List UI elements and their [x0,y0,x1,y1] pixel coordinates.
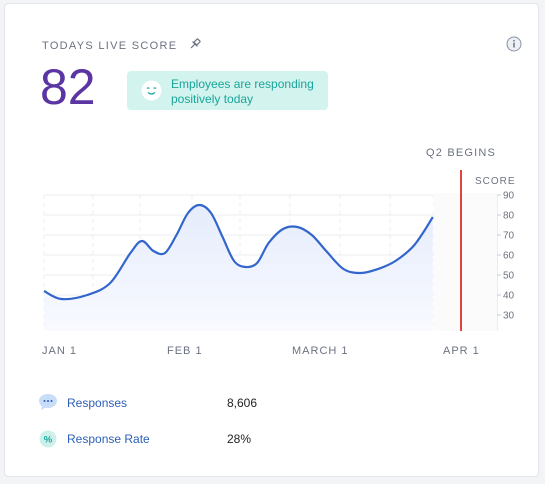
score-area [44,205,433,331]
y-tick-label: 60 [503,251,515,262]
response-rate-value: 28% [227,432,252,446]
x-tick-label: FEB 1 [167,345,203,357]
live-score-value: 82 [40,59,96,115]
sentiment-line-1: Employees are responding [171,77,314,91]
x-tick-label: MARCH 1 [292,345,349,357]
y-tick-label: 70 [503,231,515,242]
smiley-icon [141,80,162,101]
responses-label: Responses [67,396,128,410]
x-axis-ticks: JAN 1 FEB 1 MARCH 1 APR 1 [42,345,480,357]
response-rate-label: Response Rate [67,432,150,446]
info-icon[interactable] [506,36,522,52]
percent-icon: % [39,430,57,448]
score-line [43,203,434,301]
y-axis-ticks: 90 80 70 60 50 40 30 [497,191,515,322]
y-tick-label: 80 [503,211,515,222]
card-title: TODAYS LIVE SCORE [42,40,178,52]
x-tick-label: APR 1 [443,345,480,357]
q2-annotation: Q2 BEGINS [426,147,496,159]
y-tick-label: 30 [503,311,515,322]
chat-bubble-icon [39,394,57,410]
y-tick-label: 40 [503,291,515,302]
x-tick-label: JAN 1 [42,345,77,357]
svg-text:%: % [44,435,53,446]
pin-icon[interactable] [188,37,202,51]
y-axis-title: SCORE [475,176,516,187]
sentiment-message: Employees are responding positively toda… [171,77,321,107]
q2-region [434,193,497,331]
responses-value: 8,606 [227,396,258,410]
sentiment-badge: Employees are responding positively toda… [127,71,328,110]
sentiment-line-2: positively today [171,92,254,106]
y-tick-label: 50 [503,271,515,282]
y-tick-label: 90 [503,191,515,202]
